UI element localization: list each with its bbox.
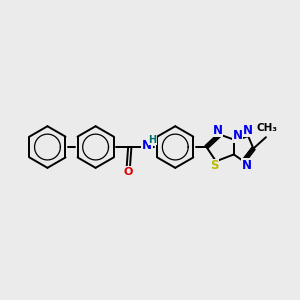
Text: CH₃: CH₃ — [256, 123, 277, 134]
Text: N: N — [242, 159, 252, 172]
Text: H: H — [148, 135, 157, 145]
Text: N: N — [233, 129, 243, 142]
Text: N: N — [212, 124, 223, 137]
Text: O: O — [124, 167, 133, 177]
Text: S: S — [210, 159, 219, 172]
Text: N: N — [142, 139, 152, 152]
Text: N: N — [242, 124, 253, 137]
